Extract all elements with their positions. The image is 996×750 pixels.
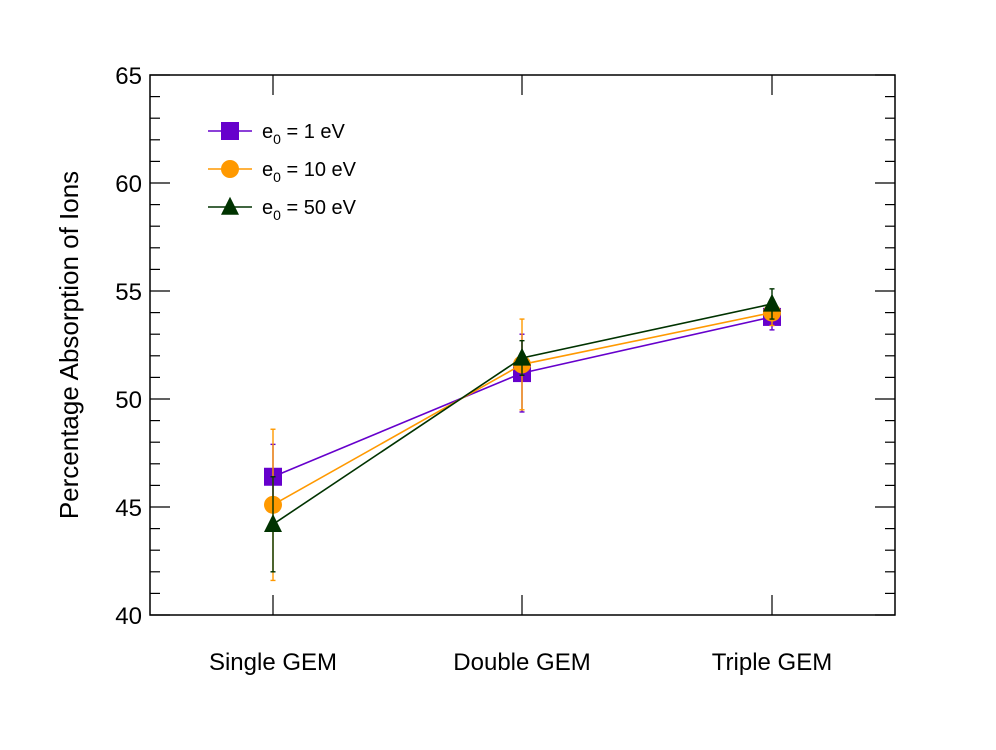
y-tick-label: 50 xyxy=(115,387,142,414)
x-tick-label: Triple GEM xyxy=(712,649,832,676)
legend-marker xyxy=(221,196,239,215)
legend-entry: e0 = 50 eV xyxy=(208,196,357,223)
data-point xyxy=(513,347,531,366)
series-3 xyxy=(264,288,781,573)
x-tick-label: Single GEM xyxy=(209,649,337,676)
x-tick-label: Double GEM xyxy=(453,649,590,676)
data-point xyxy=(763,293,781,312)
axes: 40 45 50 55 60 65 Single GEM Double GEM Triple G… xyxy=(115,63,896,676)
legend-label: e0 = 10 eV xyxy=(262,159,357,185)
y-tick-label: 45 xyxy=(115,495,142,522)
legend-marker xyxy=(221,160,239,178)
y-tick-label: 40 xyxy=(115,603,142,630)
legend-entry: e0 = 1 eV xyxy=(208,121,346,147)
y-tick-label: 60 xyxy=(115,171,142,198)
legend-entry: e0 = 10 eV xyxy=(208,159,357,185)
legend-marker xyxy=(221,122,239,140)
legend-label: e0 = 1 eV xyxy=(262,121,346,147)
y-tick-label: 65 xyxy=(115,63,142,90)
y-tick-label: 55 xyxy=(115,279,142,306)
legend-label: e0 = 50 eV xyxy=(262,197,357,223)
series-layer xyxy=(264,288,781,582)
data-point xyxy=(264,514,282,532)
y-axis-label: Percentage Absorption of Ions xyxy=(54,171,84,519)
legend: e0 = 1 eV e0 = 10 eV e0 = 50 eV xyxy=(208,121,357,223)
